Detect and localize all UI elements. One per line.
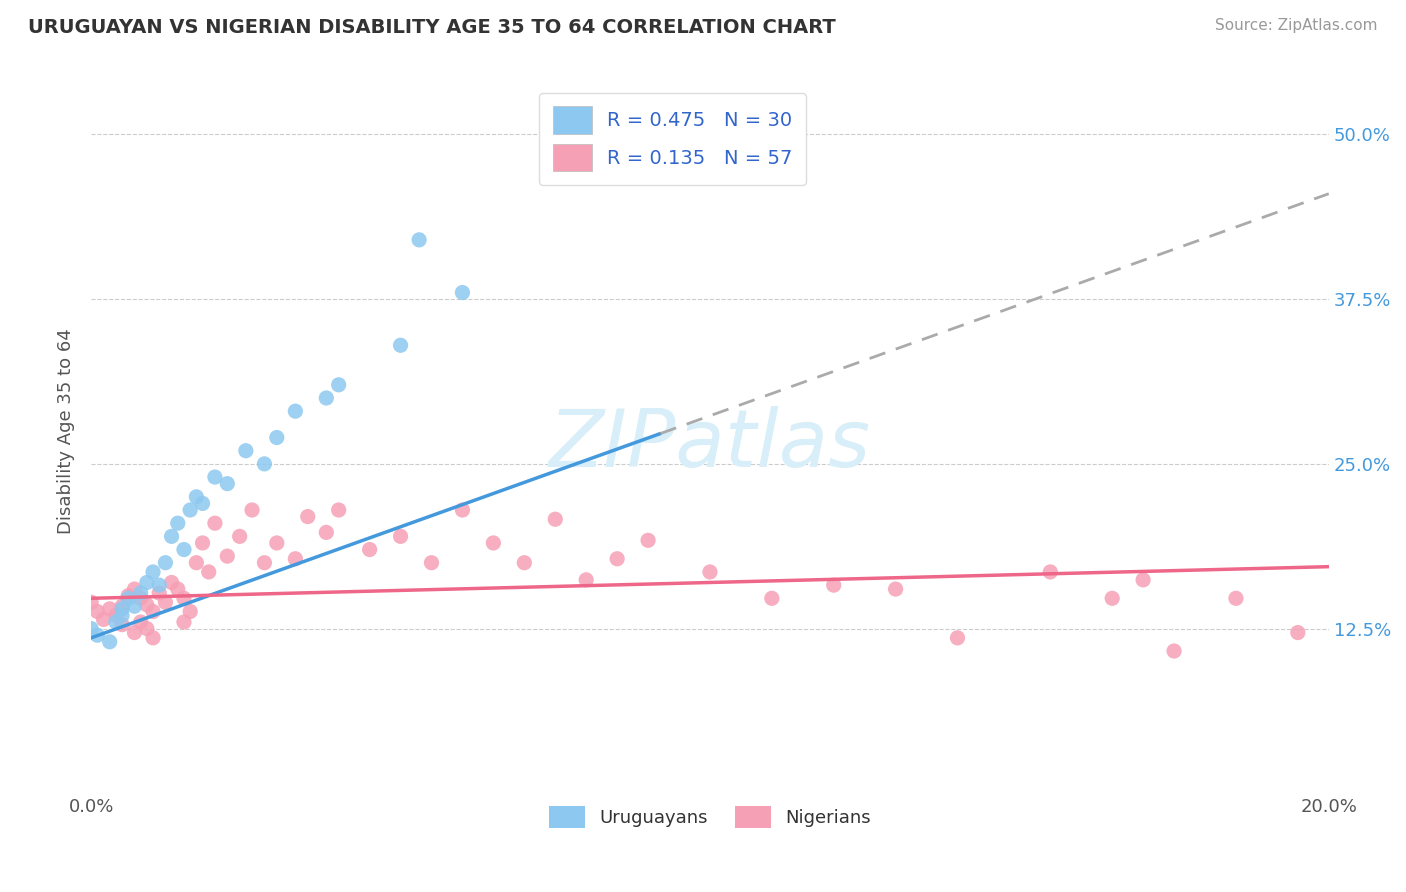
Point [166,516,188,531]
Point [142,565,165,579]
Y-axis label: Disability Age 35 to 64: Disability Age 35 to 64 [58,328,75,533]
Point [186,556,208,570]
Point [117,589,139,603]
Point [135,598,157,612]
Point [191,496,214,510]
Point [451,503,474,517]
Point [155,556,177,570]
Point [80,622,103,636]
Legend: Uruguayans, Nigerians: Uruguayans, Nigerians [541,798,879,835]
Point [135,622,157,636]
Point [328,377,350,392]
Point [129,591,152,606]
Point [544,512,567,526]
Point [166,582,188,596]
Point [297,509,319,524]
Point [284,404,307,418]
Point [420,556,443,570]
Point [389,529,412,543]
Point [266,430,288,444]
Point [315,525,337,540]
Point [160,529,183,543]
Point [253,457,276,471]
Point [204,470,226,484]
Point [217,549,239,563]
Text: ZIPatlas: ZIPatlas [548,407,872,484]
Point [129,615,152,629]
Point [80,595,103,609]
Point [124,599,146,614]
Point [1132,573,1154,587]
Point [1163,644,1185,658]
Point [513,556,536,570]
Point [359,542,381,557]
Point [482,536,505,550]
Point [946,631,969,645]
Text: Source: ZipAtlas.com: Source: ZipAtlas.com [1215,18,1378,33]
Point [129,586,152,600]
Point [253,556,276,570]
Point [148,578,170,592]
Point [98,602,121,616]
Point [451,285,474,300]
Point [1225,591,1247,606]
Point [1101,591,1123,606]
Point [761,591,783,606]
Point [148,586,170,600]
Point [111,617,134,632]
Point [884,582,907,596]
Point [1286,625,1309,640]
Point [408,233,430,247]
Point [266,536,288,550]
Point [124,582,146,596]
Point [217,476,239,491]
Point [173,591,195,606]
Point [204,516,226,531]
Point [235,443,257,458]
Point [1039,565,1062,579]
Point [606,551,628,566]
Point [173,615,195,629]
Point [173,542,195,557]
Point [823,578,845,592]
Point [637,533,659,548]
Point [104,608,127,623]
Text: URUGUAYAN VS NIGERIAN DISABILITY AGE 35 TO 64 CORRELATION CHART: URUGUAYAN VS NIGERIAN DISABILITY AGE 35 … [28,18,837,37]
Point [191,536,214,550]
Point [575,573,598,587]
Point [86,628,108,642]
Point [124,625,146,640]
Point [197,565,219,579]
Point [389,338,412,352]
Point [86,605,108,619]
Point [142,605,165,619]
Point [111,608,134,623]
Point [142,631,165,645]
Point [98,634,121,648]
Point [111,602,134,616]
Point [179,605,201,619]
Point [240,503,263,517]
Point [328,503,350,517]
Point [93,612,115,626]
Point [117,591,139,606]
Point [186,490,208,504]
Point [111,599,134,614]
Point [104,615,127,629]
Point [228,529,250,543]
Point [160,575,183,590]
Point [284,551,307,566]
Point [179,503,201,517]
Point [315,391,337,405]
Point [155,595,177,609]
Point [699,565,721,579]
Point [135,575,157,590]
